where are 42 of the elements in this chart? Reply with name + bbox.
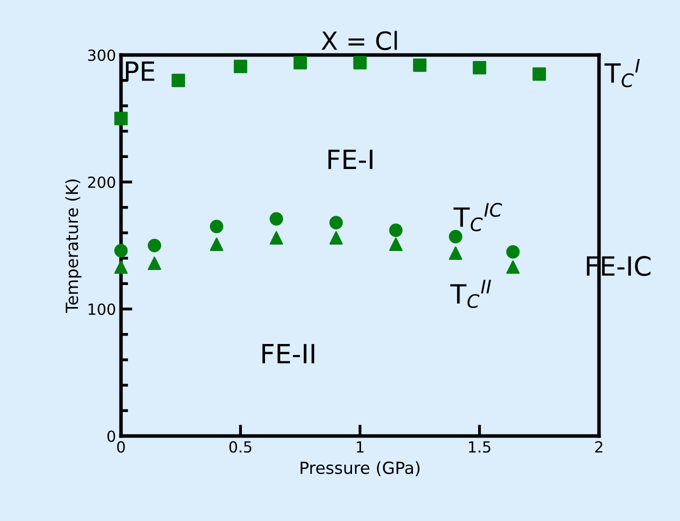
point: [532, 67, 546, 81]
point: [270, 231, 284, 245]
annotation: FE-II: [262, 344, 314, 364]
point: [270, 212, 284, 226]
x-tick-label: 1.5: [469, 441, 490, 453]
y-tick-label: 200: [88, 176, 116, 188]
y-tick-label: 300: [88, 49, 116, 62]
point: [114, 244, 128, 258]
point: [472, 60, 486, 74]
point: [353, 56, 367, 70]
point: [210, 220, 224, 234]
point: [389, 238, 403, 251]
point: [389, 224, 403, 237]
x-axis-title: Pressure (GPa): [300, 461, 420, 476]
point: [114, 260, 128, 274]
point: [448, 230, 462, 244]
point: [148, 256, 162, 270]
point: [329, 216, 343, 230]
y-tick-label: 0: [107, 430, 116, 442]
series-label: T$_{C}$$^{IC}$: [453, 202, 502, 232]
point: [329, 231, 343, 245]
point: [172, 74, 186, 88]
x-tick-label: 1: [356, 441, 364, 452]
point: [294, 56, 307, 70]
x-tick-label: 2: [595, 441, 602, 452]
y-tick-label: 100: [88, 303, 116, 316]
annotation: FE-I: [328, 150, 372, 169]
point: [448, 246, 462, 260]
point: [413, 58, 426, 72]
y-axis-title: Temperature (K): [65, 180, 82, 313]
x-tick-label: 0.5: [229, 441, 252, 453]
point: [234, 60, 248, 74]
annotation: PE: [126, 62, 154, 81]
text: T$_{C}$$^{I}$: [604, 59, 640, 88]
point: [506, 245, 520, 259]
point: [114, 112, 128, 126]
point: [210, 238, 224, 251]
point: [506, 260, 520, 274]
x-tick-label: 0: [117, 441, 125, 453]
chart-title: X = Cl: [322, 30, 397, 50]
point: [148, 238, 162, 252]
series-label: T$_{C}$$^{II}$: [450, 280, 491, 308]
